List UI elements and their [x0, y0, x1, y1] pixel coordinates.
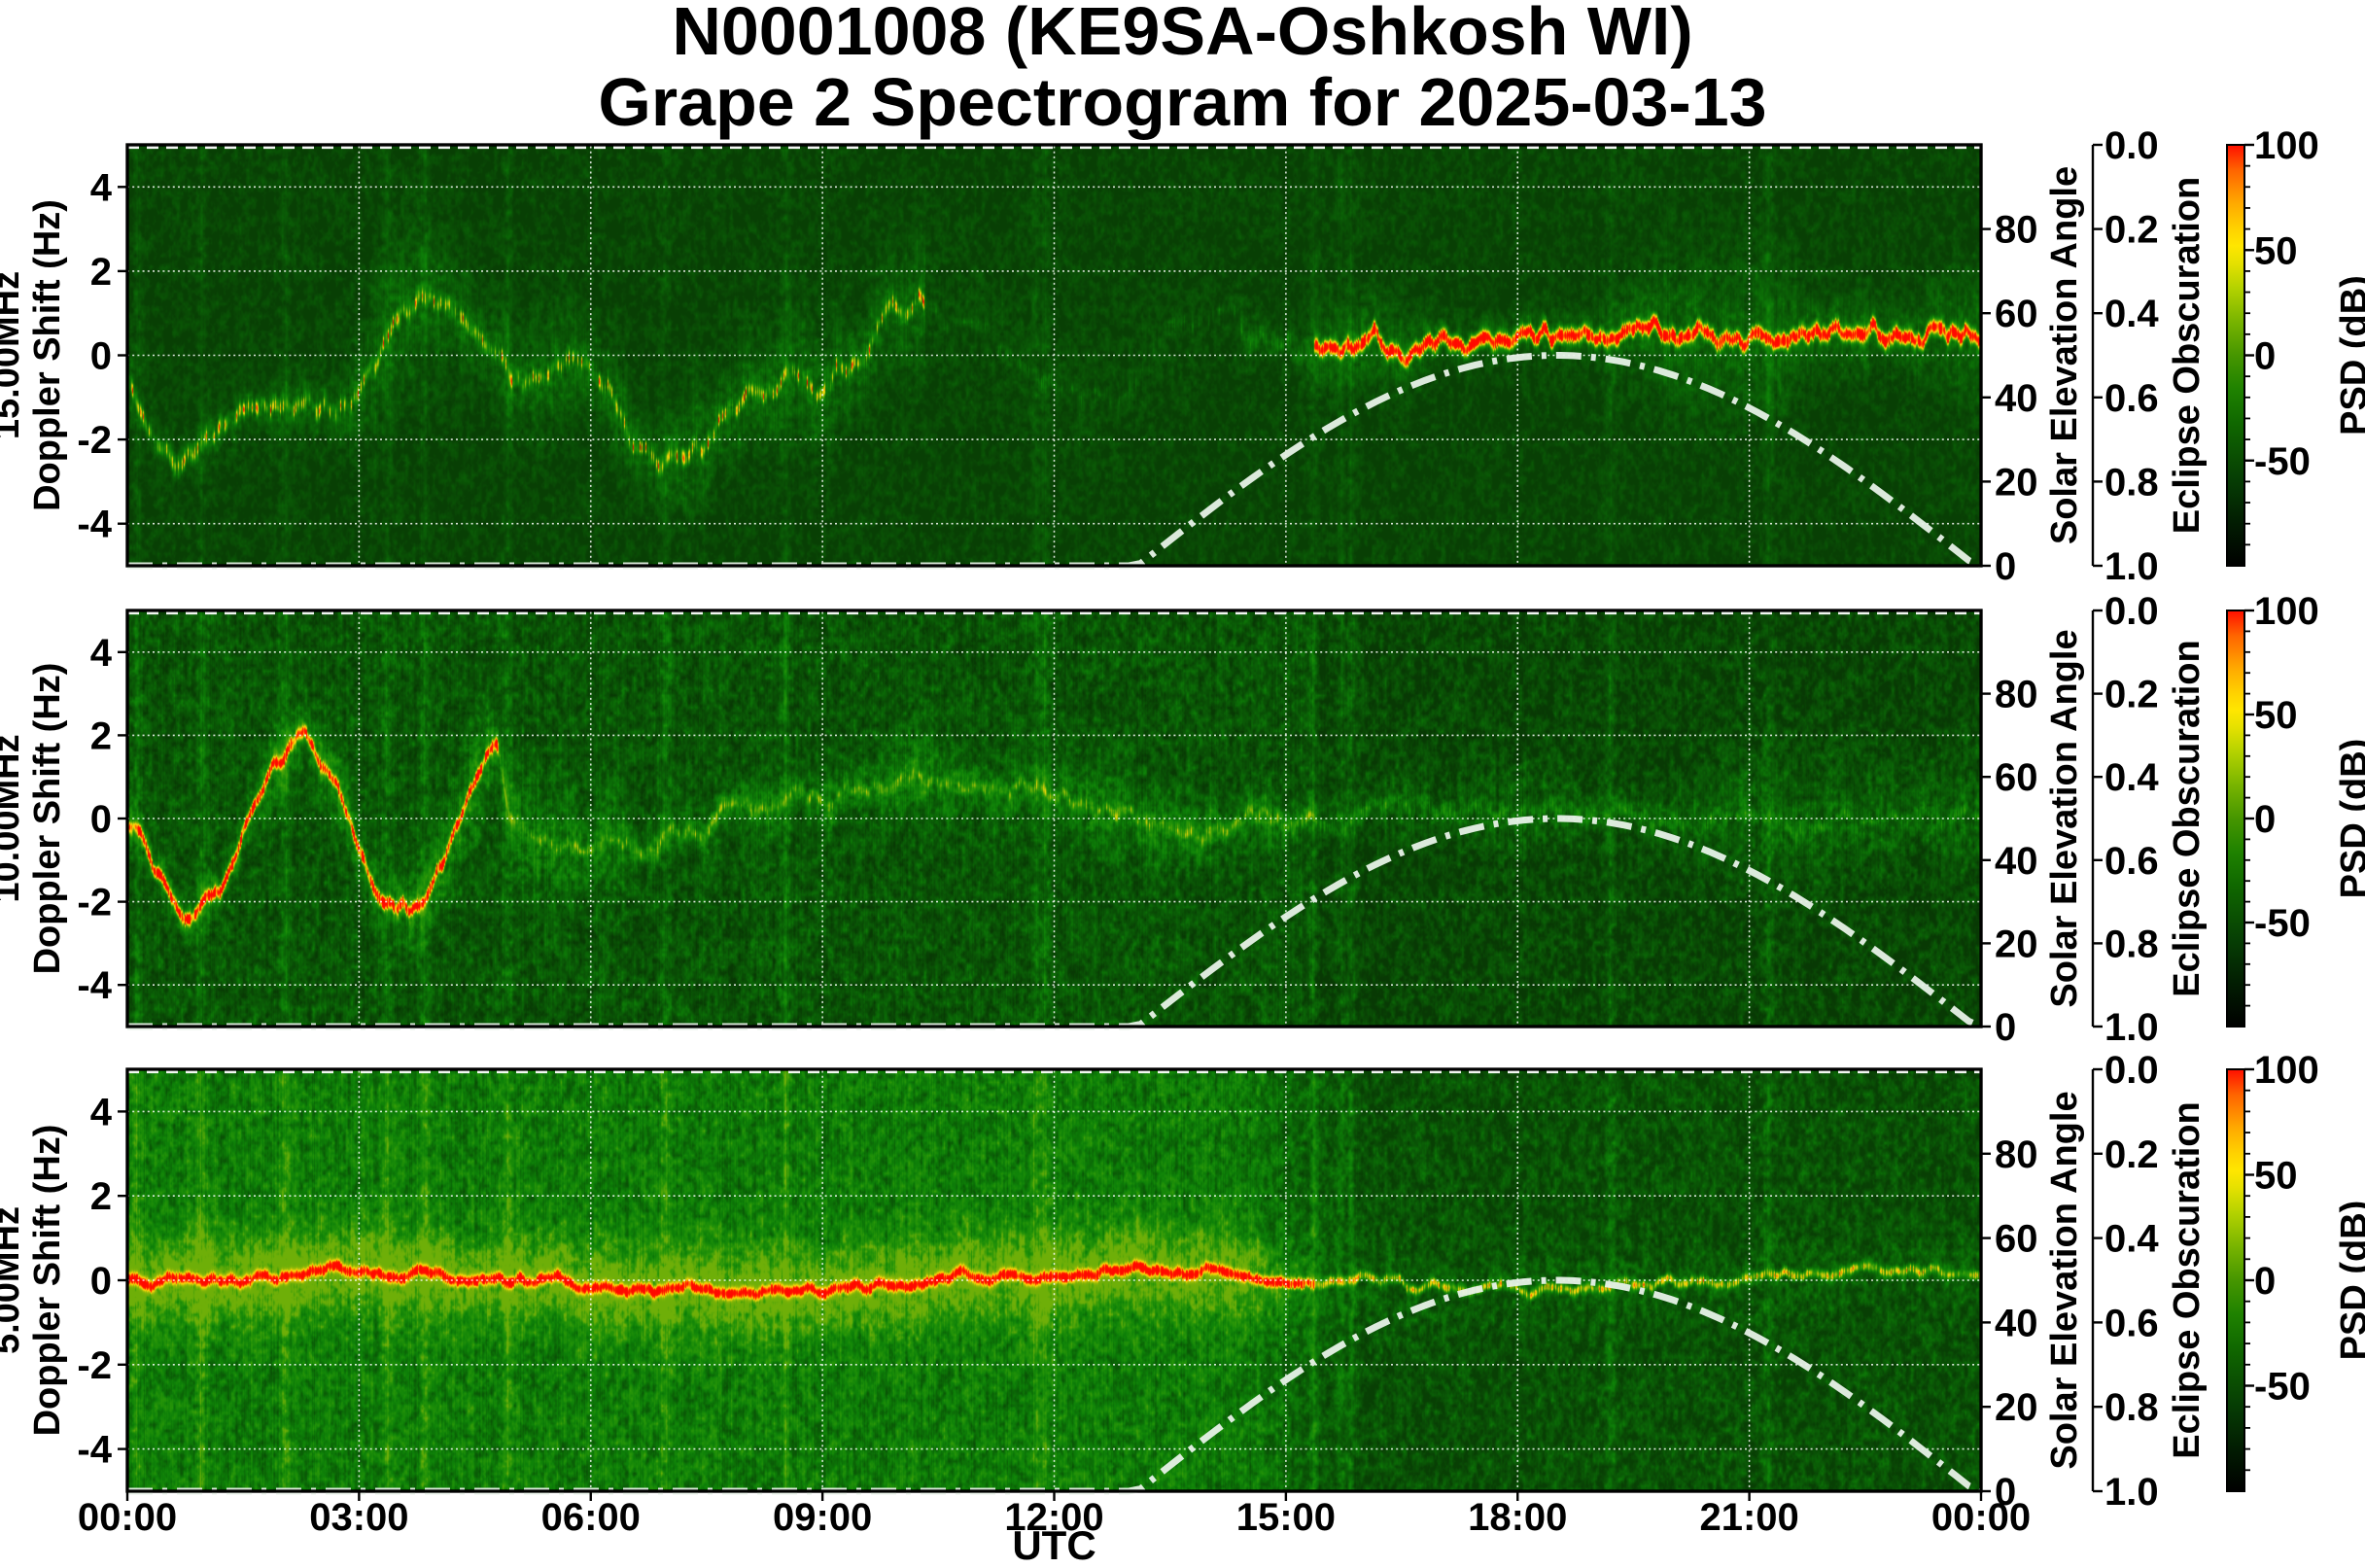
svg-text:0.8: 0.8 — [2104, 1386, 2159, 1429]
svg-text:60: 60 — [1995, 756, 2038, 799]
svg-text:50: 50 — [2254, 1155, 2298, 1198]
svg-text:09:00: 09:00 — [773, 1496, 872, 1539]
svg-text:00:00: 00:00 — [78, 1496, 177, 1539]
svg-text:Eclipse Obscuration: Eclipse Obscuration — [2167, 1101, 2208, 1458]
svg-text:80: 80 — [1995, 209, 2038, 252]
svg-text:0.4: 0.4 — [2104, 756, 2159, 799]
svg-text:80: 80 — [1995, 674, 2038, 716]
svg-text:2: 2 — [90, 714, 112, 757]
svg-text:0: 0 — [2254, 335, 2276, 378]
svg-text:-4: -4 — [77, 504, 112, 546]
svg-text:0.6: 0.6 — [2104, 840, 2159, 883]
svg-text:0: 0 — [90, 798, 112, 841]
svg-text:0.6: 0.6 — [2104, 377, 2159, 420]
svg-text:PSD (dB): PSD (dB) — [2334, 275, 2365, 436]
svg-text:UTC: UTC — [1012, 1522, 1096, 1568]
svg-text:10.00MHz: 10.00MHz — [0, 734, 27, 902]
svg-text:Doppler Shift (Hz): Doppler Shift (Hz) — [27, 663, 68, 975]
svg-text:-2: -2 — [77, 882, 112, 924]
svg-text:0.2: 0.2 — [2104, 1133, 2159, 1176]
svg-text:100: 100 — [2254, 590, 2319, 633]
svg-text:80: 80 — [1995, 1133, 2038, 1176]
svg-text:0: 0 — [1995, 545, 2016, 588]
svg-text:100: 100 — [2254, 124, 2319, 167]
svg-text:0.0: 0.0 — [2104, 124, 2159, 167]
svg-text:-50: -50 — [2254, 902, 2311, 945]
svg-text:-2: -2 — [77, 419, 112, 462]
svg-text:-2: -2 — [77, 1344, 112, 1387]
svg-text:0: 0 — [90, 335, 112, 378]
svg-text:50: 50 — [2254, 694, 2298, 737]
svg-text:-4: -4 — [77, 1429, 112, 1472]
svg-text:Eclipse Obscuration: Eclipse Obscuration — [2167, 640, 2208, 996]
svg-text:Solar Elevation Angle: Solar Elevation Angle — [2044, 166, 2085, 544]
svg-text:4: 4 — [90, 632, 113, 675]
svg-text:0.8: 0.8 — [2104, 923, 2159, 965]
svg-text:21:00: 21:00 — [1699, 1496, 1798, 1539]
svg-text:0.4: 0.4 — [2104, 293, 2159, 335]
svg-text:0: 0 — [2254, 1260, 2276, 1303]
svg-text:100: 100 — [2254, 1049, 2319, 1092]
svg-text:-50: -50 — [2254, 1366, 2311, 1409]
svg-text:1.0: 1.0 — [2104, 1471, 2159, 1514]
svg-text:2: 2 — [90, 1175, 112, 1218]
svg-text:5.00MHz: 5.00MHz — [0, 1206, 27, 1354]
svg-text:0: 0 — [1995, 1006, 2016, 1049]
svg-text:50: 50 — [2254, 229, 2298, 272]
svg-text:20: 20 — [1995, 1386, 2038, 1429]
svg-text:40: 40 — [1995, 840, 2038, 883]
svg-text:0: 0 — [2254, 798, 2276, 841]
svg-text:0.0: 0.0 — [2104, 1049, 2159, 1092]
svg-text:03:00: 03:00 — [309, 1496, 408, 1539]
svg-text:60: 60 — [1995, 1218, 2038, 1261]
svg-text:20: 20 — [1995, 923, 2038, 965]
svg-text:20: 20 — [1995, 461, 2038, 504]
svg-text:Eclipse Obscuration: Eclipse Obscuration — [2167, 177, 2208, 534]
svg-text:0.2: 0.2 — [2104, 209, 2159, 252]
svg-text:Doppler Shift (Hz): Doppler Shift (Hz) — [27, 1125, 68, 1437]
svg-text:0: 0 — [90, 1260, 112, 1303]
svg-text:1.0: 1.0 — [2104, 545, 2159, 588]
svg-text:40: 40 — [1995, 377, 2038, 420]
svg-text:1.0: 1.0 — [2104, 1006, 2159, 1049]
svg-text:0.6: 0.6 — [2104, 1302, 2159, 1344]
svg-text:0.0: 0.0 — [2104, 590, 2159, 633]
svg-text:15.00MHz: 15.00MHz — [0, 271, 27, 439]
svg-text:Doppler Shift (Hz): Doppler Shift (Hz) — [27, 199, 68, 511]
svg-text:Solar Elevation Angle: Solar Elevation Angle — [2044, 1091, 2085, 1469]
svg-text:4: 4 — [90, 166, 113, 209]
svg-text:60: 60 — [1995, 293, 2038, 335]
svg-text:00:00: 00:00 — [1931, 1496, 2031, 1539]
svg-text:2: 2 — [90, 251, 112, 294]
svg-text:40: 40 — [1995, 1302, 2038, 1344]
svg-text:0.2: 0.2 — [2104, 674, 2159, 716]
svg-text:PSD (dB): PSD (dB) — [2334, 1201, 2365, 1361]
svg-text:0.4: 0.4 — [2104, 1218, 2159, 1261]
svg-text:18:00: 18:00 — [1468, 1496, 1567, 1539]
svg-text:15:00: 15:00 — [1236, 1496, 1336, 1539]
svg-text:06:00: 06:00 — [541, 1496, 641, 1539]
svg-text:-4: -4 — [77, 964, 112, 1007]
svg-text:PSD (dB): PSD (dB) — [2334, 739, 2365, 899]
svg-text:-50: -50 — [2254, 440, 2311, 483]
svg-text:0.8: 0.8 — [2104, 461, 2159, 504]
svg-text:Solar Elevation Angle: Solar Elevation Angle — [2044, 629, 2085, 1007]
svg-text:4: 4 — [90, 1091, 113, 1133]
